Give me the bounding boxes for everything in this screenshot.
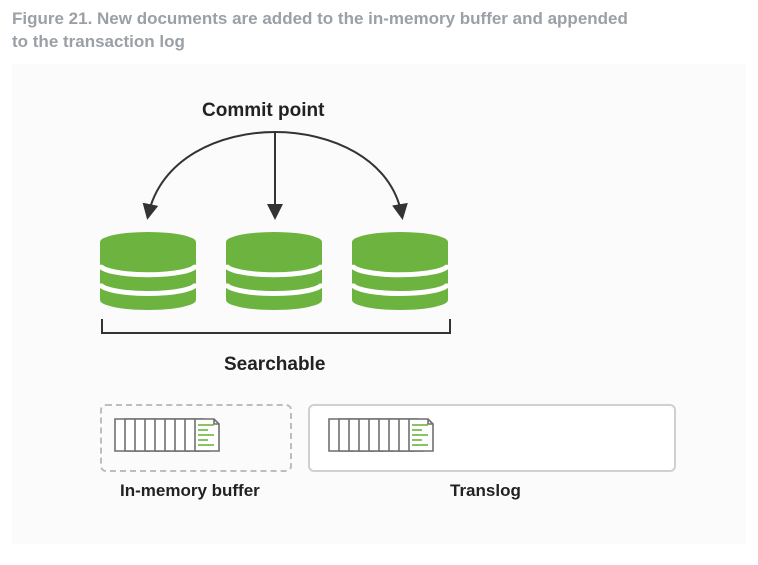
diagram-canvas: Commit point Searchable [12,64,746,544]
in-memory-buffer-label: In-memory buffer [120,481,260,501]
translog-doc-stack [328,418,434,457]
searchable-bracket [98,319,454,349]
segment-cylinder-icon [100,232,196,310]
segment-cylinder-icon [226,232,322,310]
segment-cylinder-icon [352,232,448,310]
translog-label: Translog [450,481,521,501]
searchable-label: Searchable [224,354,325,376]
cylinder-group [100,232,448,310]
buffer-doc-stack [114,418,220,457]
translog-box [308,404,676,472]
figure-title: Figure 21. New documents are added to th… [0,0,640,64]
in-memory-buffer-box [100,404,292,472]
commit-arrows [100,118,450,238]
